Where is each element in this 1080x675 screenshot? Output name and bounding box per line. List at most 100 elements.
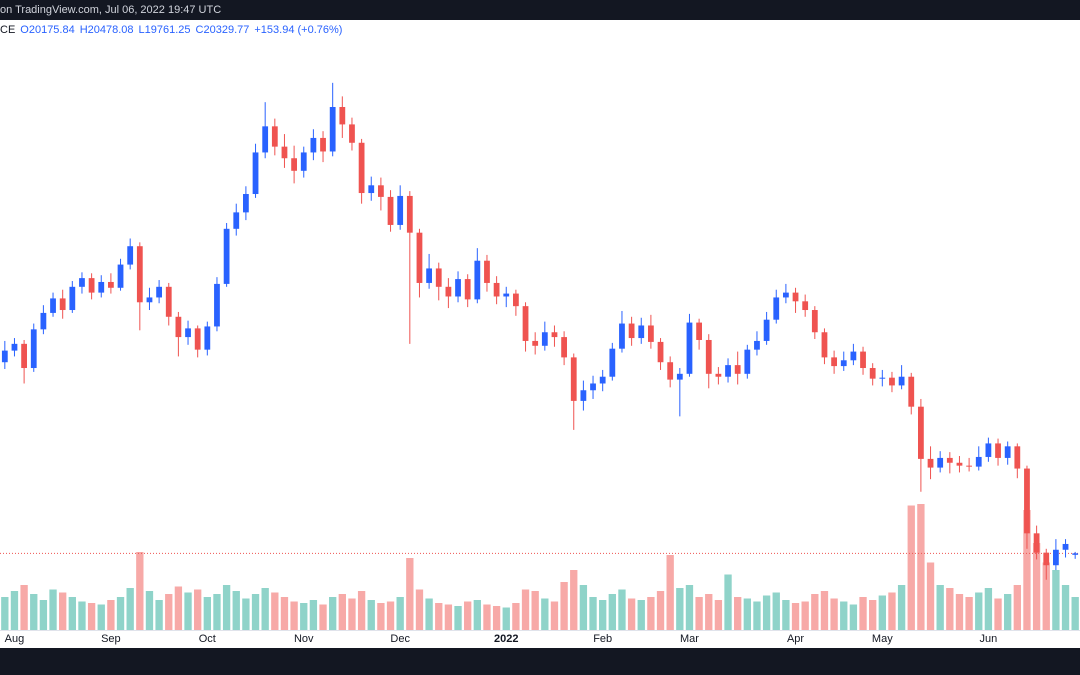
volume-bar (464, 601, 472, 630)
volume-bar (965, 597, 973, 630)
candle-body (320, 137, 326, 152)
candle-body (734, 365, 741, 374)
candle-body (358, 142, 365, 194)
candle-body (580, 390, 587, 401)
candle-body (291, 158, 297, 171)
volume-bar (68, 597, 76, 630)
volume-bar (917, 504, 925, 630)
candle-body (1004, 446, 1011, 458)
candle-body (551, 332, 558, 338)
volume-bar (444, 604, 453, 630)
volume-bar (165, 594, 173, 630)
candle-body (638, 325, 645, 339)
candle-body (281, 146, 288, 159)
candle-body (898, 376, 905, 386)
x-tick-label: Feb (593, 633, 612, 645)
legend-low: L19761.25 (138, 24, 191, 36)
volume-bar (242, 598, 250, 630)
volume-bar (136, 552, 144, 630)
candle-body (811, 310, 818, 333)
candle-body (493, 282, 500, 297)
candle-body (223, 228, 230, 284)
volume-bar (377, 603, 385, 630)
candle-body (522, 306, 529, 341)
volume-bar (975, 592, 983, 630)
volume-bar (1042, 562, 1050, 630)
volume-bar (859, 597, 867, 630)
volume-bar (232, 591, 240, 630)
volume-bar (1071, 597, 1079, 630)
candle-body (657, 341, 664, 363)
candle-body (1, 350, 8, 363)
candle-body (1024, 468, 1030, 534)
volume-bar (1004, 594, 1012, 630)
candle-body (117, 264, 124, 288)
candle-body (59, 298, 66, 311)
candle-body (426, 268, 432, 283)
volume-bar (743, 598, 751, 630)
volume-bar (396, 597, 404, 630)
volume-bar (512, 603, 520, 630)
volume-bar (714, 600, 723, 630)
volume-bar (994, 598, 1002, 630)
volume-bar (145, 591, 154, 630)
candle-body (406, 195, 413, 233)
volume-bar (541, 598, 549, 630)
volume-bar (406, 558, 414, 630)
candle-body (860, 351, 866, 369)
candle-body (869, 368, 876, 379)
candle-body (599, 376, 606, 384)
candle-body (445, 286, 452, 297)
volume-bar (425, 598, 433, 630)
volume-bar (78, 601, 86, 630)
volume-bar (1, 597, 9, 630)
volume-bar (666, 555, 674, 630)
candle-body (619, 323, 625, 349)
volume-bar (348, 598, 356, 630)
volume-bar (126, 588, 134, 630)
volume-bar (685, 585, 694, 630)
candle-body (792, 292, 799, 302)
candle-body (985, 443, 992, 457)
volume-bar (184, 592, 192, 630)
volume-bar (849, 604, 858, 630)
candle-body (850, 351, 857, 361)
candle-body (50, 298, 56, 313)
volume-bar (309, 600, 318, 630)
volume-bar (194, 589, 202, 630)
legend-open: O20175.84 (20, 24, 75, 36)
volume-bar (174, 586, 183, 630)
volume-bar (319, 604, 327, 630)
chart: Aug Sep Oct Nov Dec 2022 Feb Mar Apr May Jun (0, 82, 1080, 645)
volume-bar (213, 594, 221, 630)
candle-body (464, 279, 471, 300)
volume-bar (521, 589, 530, 630)
candle-body (1043, 552, 1050, 566)
candle-body (609, 348, 616, 377)
volume-bar (473, 600, 481, 630)
candle-body (136, 246, 143, 303)
candle-body (271, 126, 278, 147)
candle-body (435, 268, 442, 287)
candle-body (339, 107, 346, 125)
candle-body (262, 126, 269, 153)
candle-body (1053, 549, 1059, 566)
candle-body (329, 107, 336, 152)
candle-body (840, 360, 847, 367)
candle-body (11, 343, 18, 351)
volume-bar (560, 582, 568, 630)
candle-body (879, 377, 886, 379)
x-tick-label: May (872, 633, 893, 645)
x-tick-label: Apr (787, 633, 804, 645)
volume-bar (705, 594, 713, 630)
legend-high: H20478.08 (79, 24, 134, 36)
candle-body (368, 185, 375, 194)
volume-bar (30, 594, 38, 630)
legend-change: +153.94 (+0.76%) (254, 24, 343, 36)
candle-body (754, 340, 760, 350)
x-tick-label: 2022 (494, 633, 518, 645)
volume-bar (59, 592, 67, 630)
x-tick-label: Nov (294, 633, 314, 645)
candle-body (79, 278, 85, 287)
